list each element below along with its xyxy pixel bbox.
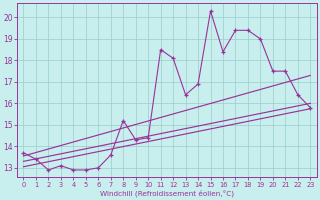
X-axis label: Windchill (Refroidissement éolien,°C): Windchill (Refroidissement éolien,°C) <box>100 189 234 197</box>
